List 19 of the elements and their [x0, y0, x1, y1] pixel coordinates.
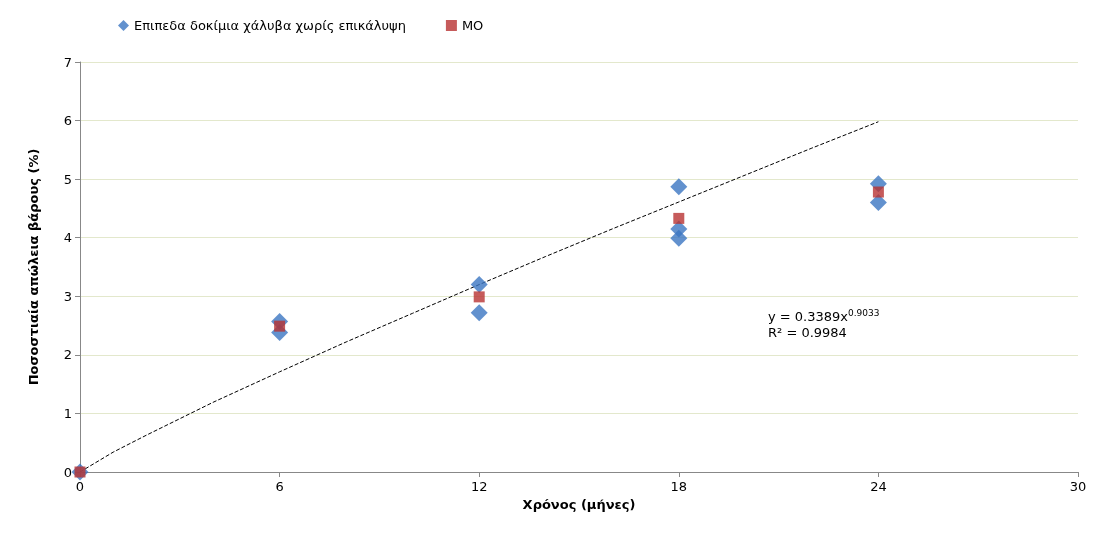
annotation: R² = 0.9984 — [768, 325, 847, 340]
y-tick-label: 4 — [63, 230, 72, 246]
y-tick-label: 3 — [63, 288, 72, 304]
legend-label: MO — [461, 18, 484, 33]
y-tick-label: 5 — [63, 171, 72, 187]
y-tick-label: 0 — [63, 464, 72, 480]
x-tick-label: 24 — [870, 479, 887, 494]
y-tick-label: 6 — [63, 113, 72, 129]
x-tick-label: 30 — [1069, 479, 1087, 494]
x-tick-label: 18 — [670, 479, 688, 494]
x-tick-label: 12 — [470, 479, 488, 494]
y-tick-label: 1 — [63, 405, 72, 421]
y-axis-title: Ποσοστιαία απώλεια βάρους (%) — [26, 148, 41, 386]
legend-label: Επιπεδα δοκίμια χάλυβα χωρίς επικάλυψη — [134, 18, 406, 33]
x-axis-title: Χρόνος (μήνες) — [522, 496, 636, 512]
x-tick-label: 0 — [75, 479, 85, 494]
y-tick-label: 2 — [63, 347, 72, 363]
y-tick-label: 7 — [63, 54, 72, 70]
x-tick-label: 6 — [275, 479, 284, 494]
